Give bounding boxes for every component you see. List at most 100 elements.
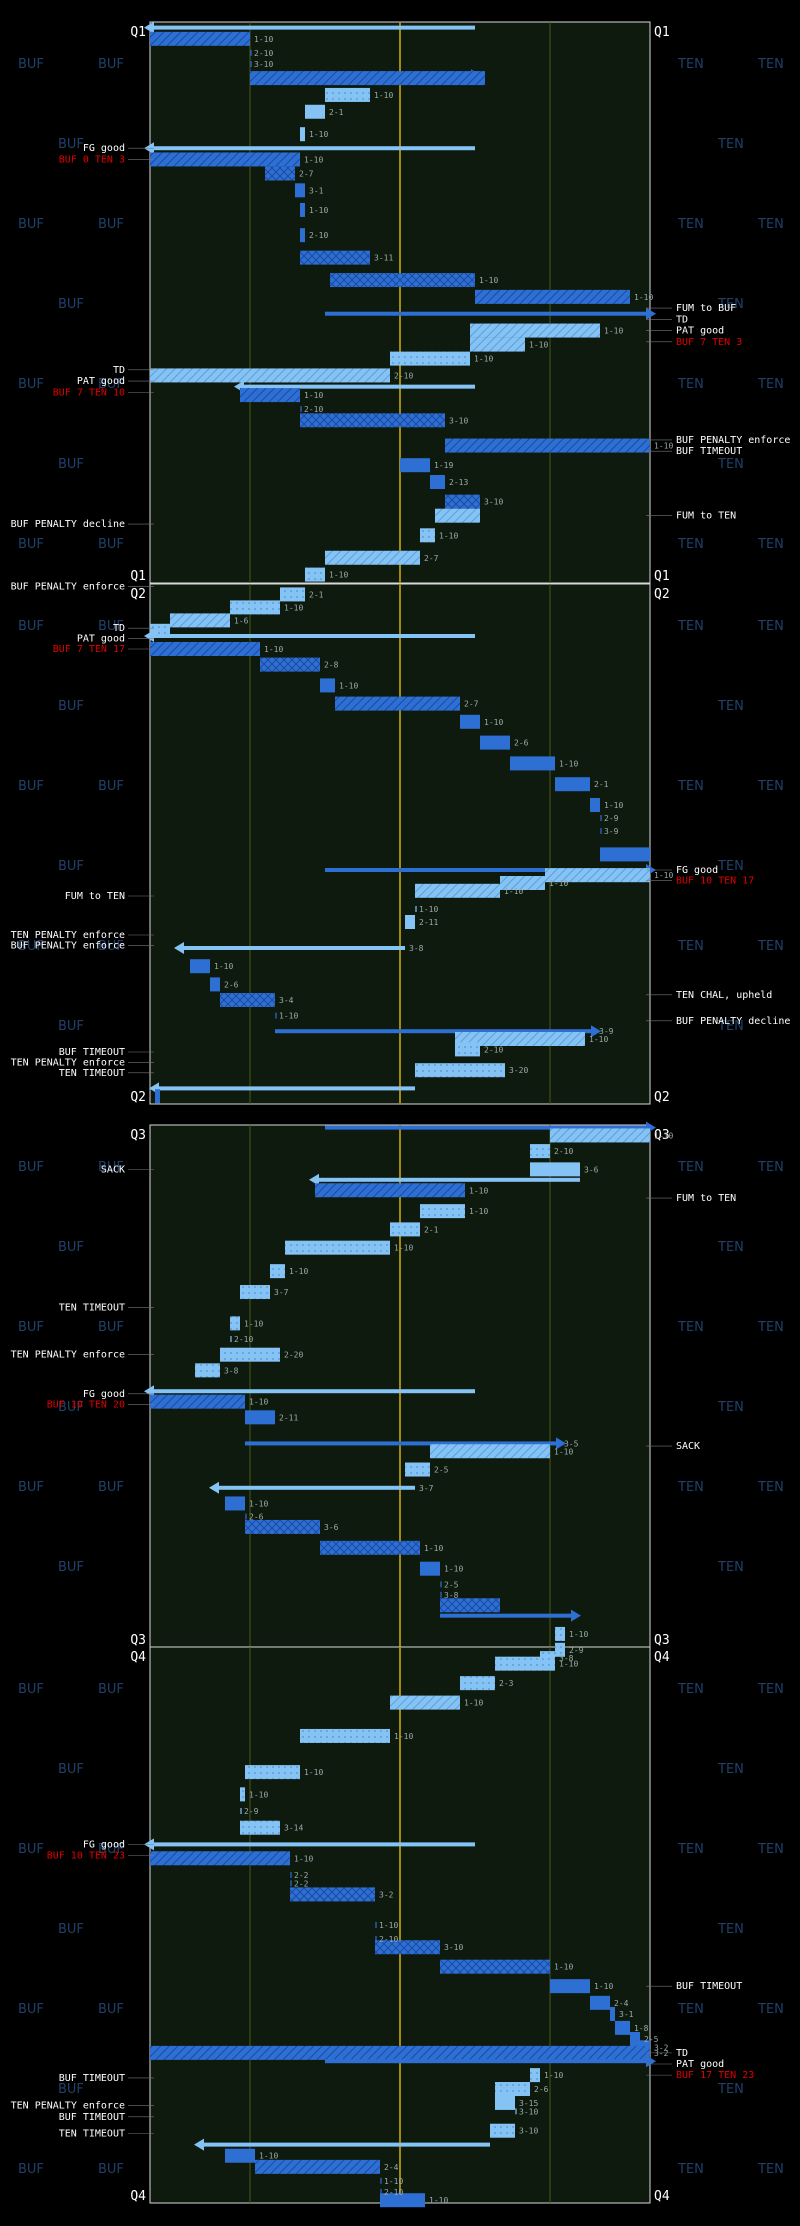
team-watermark-buf: BUF — [18, 1320, 44, 1335]
down-distance-label: 2-10 — [304, 405, 323, 414]
play-bar — [195, 1363, 220, 1378]
team-watermark-ten: TEN — [677, 619, 704, 634]
down-distance-label: 2-5 — [644, 2035, 659, 2044]
play-bar — [380, 2177, 382, 2184]
team-watermark-ten: TEN — [677, 1480, 704, 1495]
event-label: TEN PENALTY enforce — [11, 1057, 125, 1068]
down-distance-label: 2-10 — [484, 1045, 503, 1054]
down-distance-label: 1-10 — [589, 1035, 608, 1044]
event-label: TD — [113, 365, 125, 376]
play-bar — [290, 1880, 292, 1887]
down-distance-label: 1-10 — [214, 962, 233, 971]
play-bar — [305, 567, 325, 582]
event-label: FG good — [83, 1839, 125, 1850]
event-label: SACK — [101, 1164, 125, 1175]
down-distance-label: 2-13 — [449, 478, 468, 487]
play-bar — [510, 756, 555, 771]
team-watermark-buf: BUF — [98, 1320, 124, 1335]
play-bar — [630, 2031, 640, 2046]
event-label: FUM to TEN — [676, 1193, 736, 1204]
play-bar — [190, 959, 210, 974]
play-bar — [600, 828, 602, 834]
team-watermark-ten: TEN — [717, 1019, 744, 1034]
team-watermark-ten: TEN — [717, 699, 744, 714]
down-distance-label: 2-9 — [244, 1807, 259, 1816]
team-watermark-buf: BUF — [18, 537, 44, 552]
play-kick-bar — [150, 1389, 475, 1394]
play-punt-arrowhead — [194, 2138, 204, 2151]
team-watermark-buf: BUF — [58, 859, 84, 874]
down-distance-label: 3-7 — [419, 1484, 434, 1493]
team-watermark-ten: TEN — [677, 1682, 704, 1697]
score-label: BUF 7 TEN 3 — [676, 337, 742, 348]
down-distance-label: 1-10 — [469, 1207, 488, 1216]
play-bar — [265, 166, 295, 181]
team-watermark-buf: BUF — [18, 1480, 44, 1495]
play-bar — [440, 1598, 500, 1613]
play-bar — [420, 1204, 465, 1219]
team-watermark-buf: BUF — [18, 939, 44, 954]
team-watermark-buf: BUF — [18, 1682, 44, 1697]
team-watermark-buf: BUF — [58, 699, 84, 714]
play-bar — [300, 1728, 390, 1743]
down-distance-label: 1-10 — [379, 1921, 398, 1930]
down-distance-label: 1-10 — [304, 1768, 323, 1777]
down-distance-label: 3-2 — [654, 2049, 669, 2058]
team-watermark-buf: BUF — [18, 779, 44, 794]
play-bar — [250, 49, 252, 56]
play-bar — [420, 528, 435, 543]
play-bar — [150, 642, 260, 656]
team-watermark-ten: TEN — [757, 2002, 784, 2017]
play-bar — [460, 1676, 495, 1691]
team-watermark-buf: BUF — [58, 1400, 84, 1415]
event-label: FUM to TEN — [65, 891, 125, 902]
event-label: TEN CHAL, upheld — [676, 990, 772, 1001]
quarter-label-bottom-right: Q2 — [654, 1090, 670, 1105]
down-distance-label: 2-3 — [499, 1679, 514, 1688]
play-bar — [245, 1765, 300, 1780]
play-bar — [615, 2020, 630, 2035]
down-distance-label: 2-8 — [324, 661, 339, 670]
play-bar — [230, 1316, 240, 1331]
down-distance-label: 1-10 — [384, 2177, 403, 2186]
team-watermark-buf: BUF — [98, 217, 124, 232]
play-bar — [335, 696, 460, 711]
play-bar — [430, 475, 445, 490]
play-bar — [530, 1162, 580, 1177]
play-bar — [305, 104, 325, 119]
team-watermark-buf: BUF — [58, 1762, 84, 1777]
down-distance-label: 2-5 — [434, 1466, 449, 1475]
event-label: FG good — [676, 865, 718, 876]
quarter-label-bottom-right: Q1 — [654, 569, 670, 584]
team-watermark-buf: BUF — [18, 619, 44, 634]
down-distance-label: 3-2 — [379, 1890, 394, 1899]
play-bar — [400, 458, 430, 473]
down-distance-label: 2-7 — [299, 169, 314, 178]
play-bar — [600, 847, 650, 862]
play-kick-bar — [150, 25, 475, 30]
play-punt-arrowhead — [556, 1437, 566, 1450]
team-watermark-buf: BUF — [98, 619, 124, 634]
down-distance-label: 1-10 — [424, 1544, 443, 1553]
play-punt-arrowhead — [591, 1025, 601, 1038]
team-watermark-ten: TEN — [677, 1320, 704, 1335]
team-watermark-buf: BUF — [98, 1480, 124, 1495]
play-bar — [225, 1496, 245, 1511]
down-distance-label: 1-10 — [474, 355, 493, 364]
down-distance-label: 3-8 — [224, 1366, 239, 1375]
play-bar — [445, 438, 650, 453]
score-label: BUF 17 TEN 23 — [676, 2070, 754, 2081]
down-distance-label: 1-6 — [234, 616, 249, 625]
play-bar — [150, 31, 250, 46]
team-watermark-ten: TEN — [757, 1480, 784, 1495]
team-watermark-buf: BUF — [18, 377, 44, 392]
down-distance-label: 3-10 — [519, 2107, 538, 2116]
down-distance-label: 1-10 — [604, 327, 623, 336]
play-bar — [420, 1561, 440, 1576]
event-label: BUF TIMEOUT — [676, 446, 742, 457]
down-distance-label: 3-10 — [519, 2127, 538, 2136]
down-distance-label: 1-10 — [289, 1267, 308, 1276]
down-distance-label: 1-10 — [559, 1660, 578, 1669]
play-bar — [280, 587, 305, 602]
